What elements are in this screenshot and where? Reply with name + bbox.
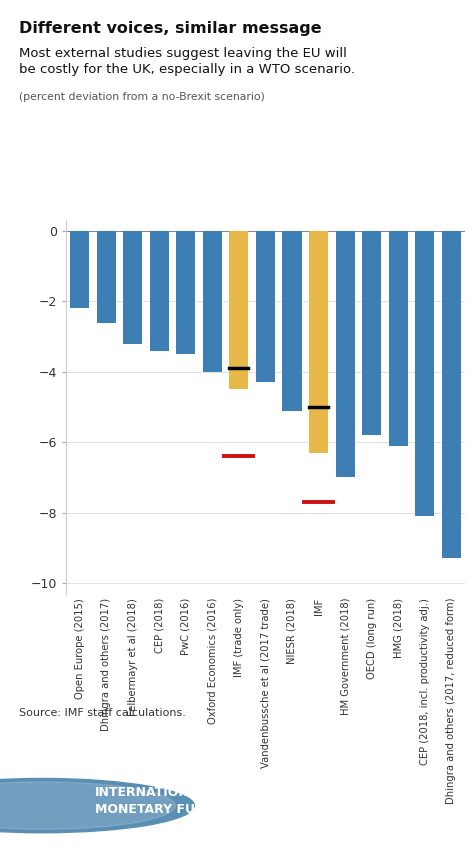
Bar — [176, 231, 195, 354]
Bar — [389, 231, 408, 446]
Bar — [70, 231, 89, 309]
Text: Different voices, similar message: Different voices, similar message — [19, 21, 321, 36]
Text: (percent deviation from a no-Brexit scenario): (percent deviation from a no-Brexit scen… — [19, 92, 265, 102]
Bar — [229, 231, 248, 389]
Bar — [309, 231, 328, 453]
Bar — [97, 231, 116, 322]
Bar — [442, 231, 461, 558]
Bar — [283, 231, 301, 410]
Text: Most external studies suggest leaving the EU will
be costly for the UK, especial: Most external studies suggest leaving th… — [19, 47, 355, 76]
Bar — [336, 231, 355, 477]
Bar — [150, 231, 169, 351]
Text: INTERNATIONAL
MONETARY FUND: INTERNATIONAL MONETARY FUND — [95, 786, 215, 817]
Circle shape — [0, 778, 194, 833]
Bar — [415, 231, 434, 516]
Bar — [256, 231, 275, 382]
Bar — [203, 231, 222, 371]
Text: Source: IMF staff calculations.: Source: IMF staff calculations. — [19, 708, 186, 718]
Bar — [123, 231, 142, 343]
Circle shape — [0, 782, 175, 829]
Bar — [362, 231, 381, 435]
